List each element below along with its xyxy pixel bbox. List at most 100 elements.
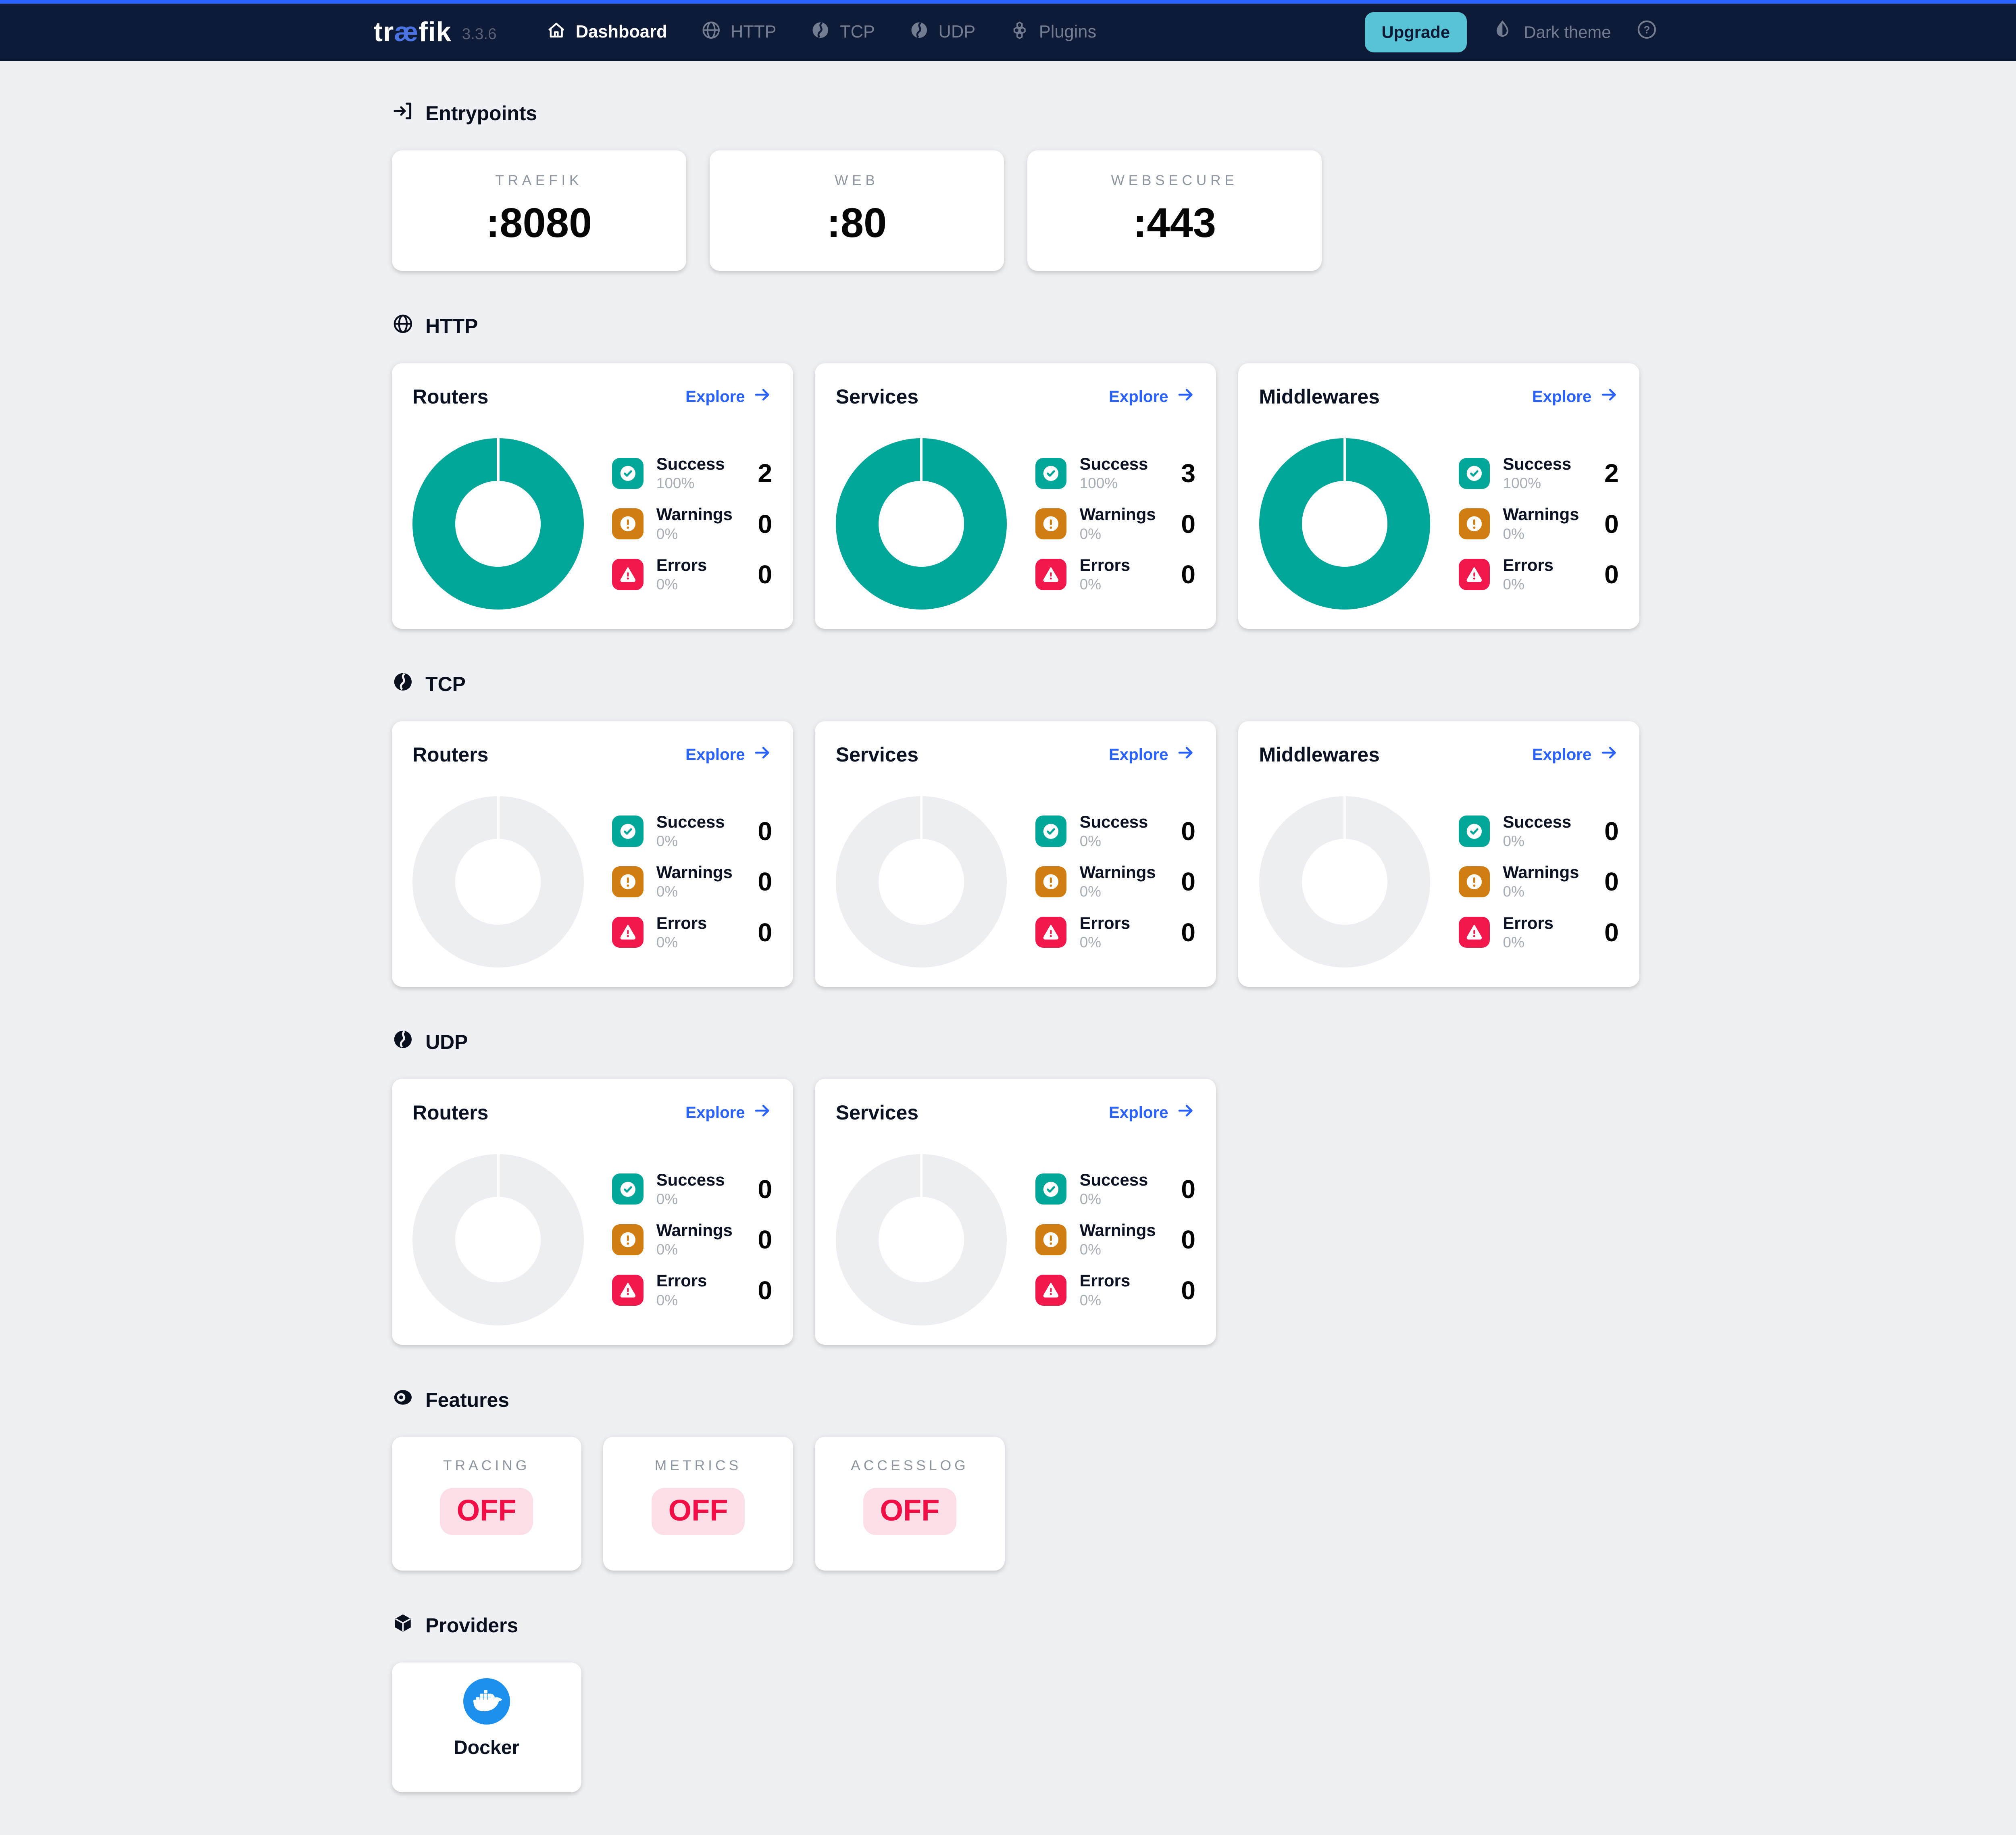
empty-donut-chart — [1259, 796, 1431, 967]
udp-icon — [392, 1028, 414, 1055]
stat-row-warnings: Warnings 0% 0 — [1459, 504, 1619, 543]
explore-label: Explore — [1108, 745, 1168, 764]
explore-link[interactable]: Explore — [1532, 385, 1619, 408]
stat-label: Success — [656, 454, 725, 473]
warning-icon — [1035, 508, 1067, 540]
stat-percent: 0% — [1079, 1190, 1102, 1207]
nav-item-tcp[interactable]: TCP — [810, 20, 875, 45]
stat-row-warnings: Warnings 0% 0 — [612, 1220, 772, 1259]
stat-row-success: Success 0% 0 — [612, 1170, 772, 1209]
http-cards: Routers Explore Success 100% 2 Warnings 0 — [392, 363, 1640, 629]
stats: Success 0% 0 Warnings 0% 0 Errors 0% 0 — [612, 1170, 772, 1310]
explore-link[interactable]: Explore — [685, 385, 772, 408]
main-content: Entrypoints TRAEFIK :8080 WEB :80 WEBSEC… — [392, 101, 1640, 1792]
warning-icon — [612, 508, 644, 540]
success-icon — [612, 1173, 644, 1205]
stat-percent: 0% — [656, 883, 678, 900]
explore-link[interactable]: Explore — [685, 1101, 772, 1124]
section-heading-providers: Providers — [392, 1613, 1640, 1638]
success-icon — [612, 816, 644, 847]
arrow-right-icon — [753, 1101, 772, 1124]
explore-link[interactable]: Explore — [1109, 1101, 1195, 1124]
stat-label: Success — [1079, 812, 1148, 831]
section-title: Providers — [425, 1614, 519, 1637]
svg-text:?: ? — [1643, 24, 1650, 36]
success-donut-chart — [835, 438, 1007, 610]
dark-theme-toggle[interactable]: Dark theme — [1491, 19, 1611, 45]
stat-percent: 0% — [656, 525, 678, 542]
stat-row-errors: Errors 0% 0 — [1459, 913, 1619, 952]
explore-label: Explore — [1108, 1103, 1168, 1122]
features-icon — [392, 1386, 414, 1413]
stat-row-success: Success 100% 3 — [1035, 454, 1195, 493]
stat-row-warnings: Warnings 0% 0 — [612, 862, 772, 901]
stat-value: 0 — [1604, 509, 1619, 539]
explore-link[interactable]: Explore — [1109, 385, 1195, 408]
card-title: Middlewares — [1259, 743, 1380, 766]
section-heading-udp: UDP — [392, 1030, 1640, 1054]
stat-row-errors: Errors 0% 0 — [612, 1271, 772, 1309]
entrypoints-icon — [392, 100, 414, 127]
warning-icon — [1459, 866, 1490, 897]
stat-label: Warnings — [1079, 1221, 1156, 1240]
stat-row-errors: Errors 0% 0 — [1035, 913, 1195, 952]
error-icon — [1035, 559, 1067, 590]
explore-label: Explore — [1532, 387, 1592, 406]
stat-percent: 100% — [1079, 475, 1118, 492]
tcp-cards: Routers Explore Success 0% 0 Warnings 0% — [392, 721, 1640, 987]
stat-label: Errors — [1079, 913, 1131, 932]
stat-percent: 0% — [656, 1190, 678, 1207]
explore-link[interactable]: Explore — [1109, 743, 1195, 766]
feature-name: TRACING — [443, 1457, 530, 1473]
explore-link[interactable]: Explore — [685, 743, 772, 766]
entrypoint-port: :80 — [827, 199, 887, 246]
navbar: træfik 3.3.6 Dashboard HTTP TCP UDP — [0, 0, 2016, 61]
entrypoint-port: :8080 — [486, 199, 592, 246]
stat-percent: 0% — [1503, 883, 1524, 900]
section-title: Features — [425, 1388, 509, 1411]
stats: Success 100% 3 Warnings 0% 0 Errors 0% 0 — [1035, 454, 1195, 594]
nav-item-plugins[interactable]: Plugins — [1009, 20, 1096, 45]
nav-item-dashboard[interactable]: Dashboard — [546, 20, 667, 45]
stat-row-success: Success 100% 2 — [1459, 454, 1619, 493]
entrypoint-card-websecure: WEBSECURE :443 — [1027, 150, 1322, 271]
stat-label: Success — [1079, 454, 1148, 473]
success-icon — [612, 458, 644, 489]
feature-status-badge: OFF — [651, 1488, 745, 1535]
theme-toggle-label: Dark theme — [1524, 22, 1611, 42]
warning-icon — [1035, 866, 1067, 897]
help-icon: ? — [1636, 19, 1658, 46]
nav-menu: Dashboard HTTP TCP UDP Plugins — [546, 20, 1096, 45]
providers-cards: Docker — [392, 1662, 1640, 1792]
error-icon — [612, 559, 644, 590]
error-icon — [1459, 559, 1490, 590]
upgrade-button[interactable]: Upgrade — [1364, 12, 1467, 52]
stat-value: 0 — [758, 867, 773, 897]
stat-row-errors: Errors 0% 0 — [1035, 555, 1195, 594]
section-title: UDP — [425, 1030, 468, 1053]
nav-item-http[interactable]: HTTP — [701, 20, 776, 45]
stat-value: 2 — [758, 459, 773, 488]
stat-row-warnings: Warnings 0% 0 — [1035, 504, 1195, 543]
success-icon — [1035, 1173, 1067, 1205]
success-donut-chart — [1259, 438, 1431, 610]
arrow-right-icon — [753, 743, 772, 766]
explore-label: Explore — [685, 745, 745, 764]
success-donut-chart — [412, 438, 584, 610]
explore-link[interactable]: Explore — [1532, 743, 1619, 766]
stat-percent: 100% — [1503, 475, 1541, 492]
error-icon — [612, 1275, 644, 1306]
nav-item-udp[interactable]: UDP — [909, 20, 975, 45]
nav-label: TCP — [840, 22, 875, 42]
help-button[interactable]: ? — [1636, 19, 1658, 46]
stat-label: Errors — [1503, 913, 1554, 932]
empty-donut-chart — [835, 1154, 1007, 1325]
feature-card-accesslog: ACCESSLOG OFF — [815, 1437, 1005, 1571]
stat-label: Warnings — [1503, 505, 1579, 524]
stat-percent: 0% — [656, 1241, 678, 1258]
stat-percent: 0% — [1503, 525, 1524, 542]
stat-label: Warnings — [1503, 863, 1579, 882]
stats: Success 0% 0 Warnings 0% 0 Errors 0% 0 — [1035, 1170, 1195, 1310]
tcp-icon — [392, 671, 414, 698]
